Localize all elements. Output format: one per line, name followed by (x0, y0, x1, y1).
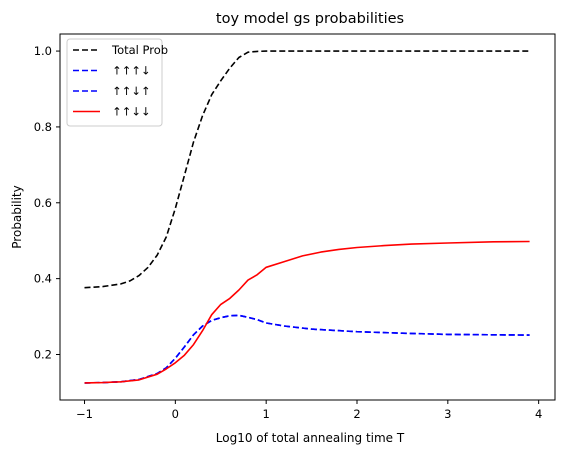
x-tick-label: 3 (444, 407, 451, 421)
legend-label: ↑↑↑↓ (112, 64, 151, 78)
legend-label: ↑↑↓↑ (112, 84, 151, 98)
plot-lines (84, 50, 530, 384)
legend-label: Total Prob (111, 43, 168, 57)
y-tick-label: 0.6 (34, 196, 52, 210)
chart-title: toy model gs probabilities (216, 11, 404, 27)
y-axis: 0.2 0.4 0.6 0.8 1.0 (34, 44, 60, 361)
series-line-3 (84, 240, 530, 384)
x-tick-label: 4 (535, 407, 542, 421)
x-tick-label: 0 (172, 407, 179, 421)
y-tick-label: 1.0 (34, 44, 52, 58)
legend: Total Prob ↑↑↑↓ ↑↑↓↑ ↑↑↓↓ (66, 38, 168, 127)
x-axis: −1 0 1 2 3 4 (76, 400, 542, 421)
y-tick-label: 0.2 (34, 347, 52, 361)
x-tick-label: 2 (353, 407, 360, 421)
x-tick-label: −1 (76, 407, 93, 421)
y-tick-label: 0.8 (34, 120, 52, 134)
legend-box (66, 38, 163, 127)
y-axis-label: Probability (10, 185, 24, 248)
plot-frame (59, 33, 556, 401)
x-tick-label: 1 (263, 407, 270, 421)
series-line-0 (84, 50, 530, 289)
y-tick-label: 0.4 (34, 272, 52, 286)
series-line-2 (84, 314, 530, 384)
x-axis-label: Log10 of total annealing time T (216, 431, 405, 445)
legend-label: ↑↑↓↓ (112, 105, 151, 119)
